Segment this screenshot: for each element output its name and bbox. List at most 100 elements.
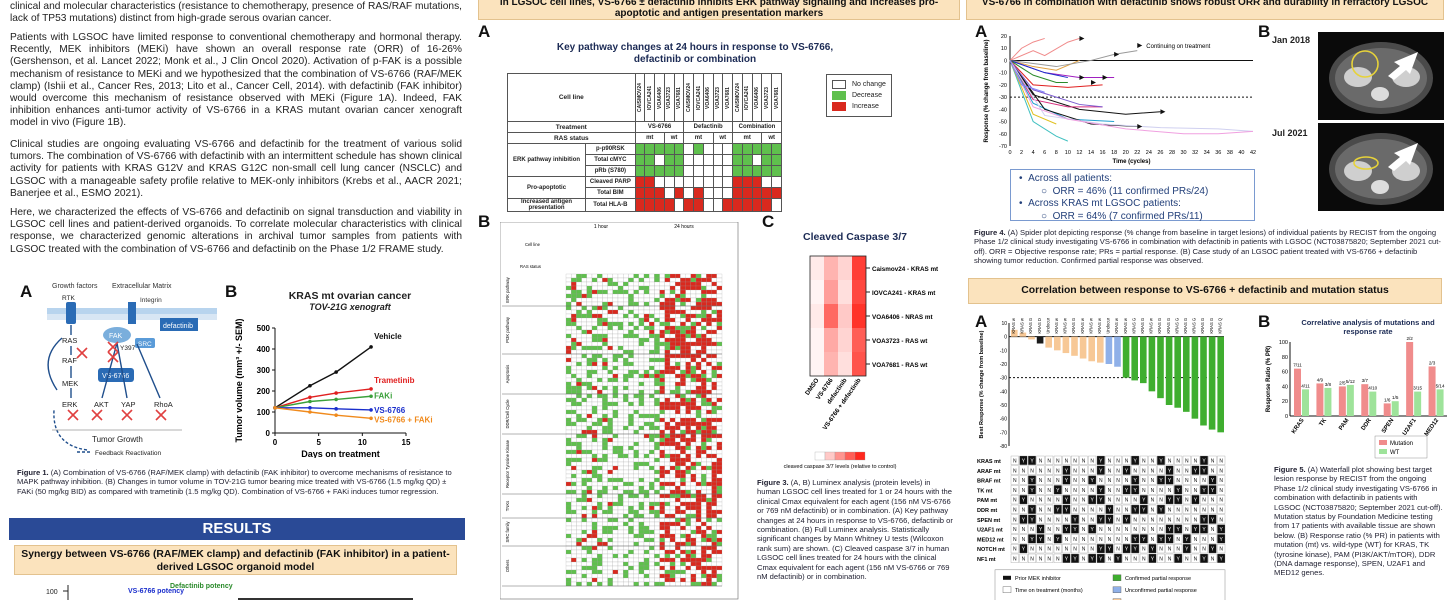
heatmap-cell bbox=[716, 461, 723, 467]
heatmap-cell bbox=[711, 345, 717, 351]
heatmap-cell bbox=[643, 389, 650, 395]
heatmap-cell bbox=[690, 513, 697, 519]
mutation-cell bbox=[1019, 553, 1028, 563]
heatmap-cell bbox=[586, 421, 593, 427]
heatmap-cell bbox=[607, 473, 613, 479]
heatmap-cell bbox=[576, 501, 582, 507]
heatmap-cell bbox=[633, 385, 639, 391]
heatmap-cell bbox=[664, 361, 671, 367]
mutation-cell-text: N bbox=[1142, 557, 1146, 563]
table-cell bbox=[732, 143, 743, 155]
mutation-cell-text: Y bbox=[1039, 527, 1043, 533]
heatmap-cell bbox=[701, 449, 707, 455]
heatmap-cell bbox=[607, 581, 613, 587]
heatmap-cell bbox=[711, 449, 717, 455]
bar-label-mut: 3/7 bbox=[1362, 378, 1369, 383]
legend-swatch bbox=[844, 451, 856, 461]
heatmap-cell bbox=[617, 533, 624, 539]
mutation-cell-text: N bbox=[1082, 557, 1086, 563]
heatmap-cell bbox=[607, 361, 613, 367]
heatmap-cell bbox=[669, 353, 676, 359]
heatmap-cell bbox=[675, 377, 681, 383]
heatmap-cell bbox=[695, 369, 702, 375]
patient-line bbox=[1009, 60, 1045, 93]
table-cell bbox=[712, 165, 724, 177]
mutation-cell bbox=[1036, 495, 1045, 505]
heatmap-cell bbox=[612, 453, 619, 459]
heatmap-cell bbox=[669, 481, 676, 487]
heatmap-cell bbox=[638, 429, 645, 435]
heatmap-cell bbox=[597, 449, 603, 455]
heatmap-cell bbox=[571, 273, 577, 279]
heatmap-cell bbox=[591, 373, 598, 379]
heatmap-cell bbox=[576, 421, 582, 427]
table-cell bbox=[644, 198, 656, 212]
heatmap-cell bbox=[669, 517, 676, 523]
heatmap-cell bbox=[617, 473, 624, 479]
heatmap-cell bbox=[643, 449, 650, 455]
heatmap-cell bbox=[581, 349, 587, 355]
mutation-cell bbox=[1191, 495, 1200, 505]
heatmap-cell bbox=[695, 445, 702, 451]
data-point bbox=[369, 416, 373, 421]
heatmap-cell bbox=[597, 289, 603, 295]
heatmap-cell bbox=[701, 425, 707, 431]
mutation-cell bbox=[1036, 514, 1045, 524]
mutation-cell bbox=[1165, 495, 1174, 505]
heatmap-cell bbox=[695, 501, 702, 507]
mutation-cell bbox=[1157, 504, 1165, 514]
mutation-cell-text: N bbox=[1185, 459, 1189, 465]
mutation-cell-text: N bbox=[1168, 488, 1172, 494]
mutation-cell-text: N bbox=[1142, 478, 1146, 484]
heatmap-cell bbox=[664, 545, 671, 551]
heatmap-cell bbox=[664, 457, 671, 463]
mutation-cell-text: N bbox=[1090, 488, 1094, 494]
continuing-arrow bbox=[1091, 79, 1096, 85]
mutation-cell-text: N bbox=[1116, 488, 1120, 494]
heatmap-cell bbox=[576, 341, 582, 347]
heatmap-cell bbox=[623, 389, 629, 395]
heatmap-cell bbox=[591, 461, 598, 467]
heatmap-cell bbox=[690, 481, 697, 487]
heatmap-cell bbox=[649, 517, 655, 523]
heatmap-cell bbox=[701, 401, 707, 407]
heatmap-cell bbox=[675, 517, 681, 523]
heatmap-cell bbox=[597, 505, 603, 511]
fig4b-ct-scan-2021 bbox=[1318, 123, 1444, 211]
heatmap-cell bbox=[617, 357, 624, 363]
heatmap-cell bbox=[669, 389, 676, 395]
heatmap-cell bbox=[716, 337, 723, 343]
heatmap-cell bbox=[638, 345, 645, 351]
heatmap-cell bbox=[669, 497, 676, 503]
heatmap-cell bbox=[659, 309, 665, 315]
heatmap-cell bbox=[680, 481, 686, 487]
heatmap-cell bbox=[597, 489, 603, 495]
heatmap-cell bbox=[690, 297, 697, 303]
heatmap-cell bbox=[685, 285, 691, 291]
heatmap-cell bbox=[695, 569, 702, 575]
heatmap-cell bbox=[695, 521, 702, 527]
heatmap-cell bbox=[607, 533, 613, 539]
heatmap-cell bbox=[607, 541, 613, 547]
mutation-cell bbox=[1148, 504, 1157, 514]
mutation-cell-text: Y bbox=[1030, 517, 1034, 523]
heatmap-cell bbox=[716, 525, 723, 531]
mutation-cell bbox=[1071, 534, 1079, 544]
heatmap-cell bbox=[669, 469, 676, 475]
heatmap-cell bbox=[586, 553, 593, 559]
mutation-cell-text: N bbox=[1219, 508, 1223, 514]
mutation-cell bbox=[1028, 514, 1036, 524]
heatmap-cell bbox=[669, 533, 676, 539]
mutation-cell bbox=[1148, 485, 1157, 495]
mutation-cell bbox=[1157, 514, 1165, 524]
mutation-cell bbox=[1157, 553, 1165, 563]
heatmap-cell bbox=[643, 405, 650, 411]
heatmap-cell bbox=[586, 569, 593, 575]
heatmap-cell bbox=[659, 541, 665, 547]
mutation-cell-text: N bbox=[1133, 527, 1137, 533]
bar-mutation-label: KRAS wt bbox=[1097, 318, 1102, 334]
mutation-cell-text: N bbox=[1047, 459, 1051, 465]
heatmap-cell bbox=[675, 453, 681, 459]
bar-mutation-label: KRAS G12V bbox=[1166, 318, 1171, 334]
heatmap-cell bbox=[571, 565, 577, 571]
